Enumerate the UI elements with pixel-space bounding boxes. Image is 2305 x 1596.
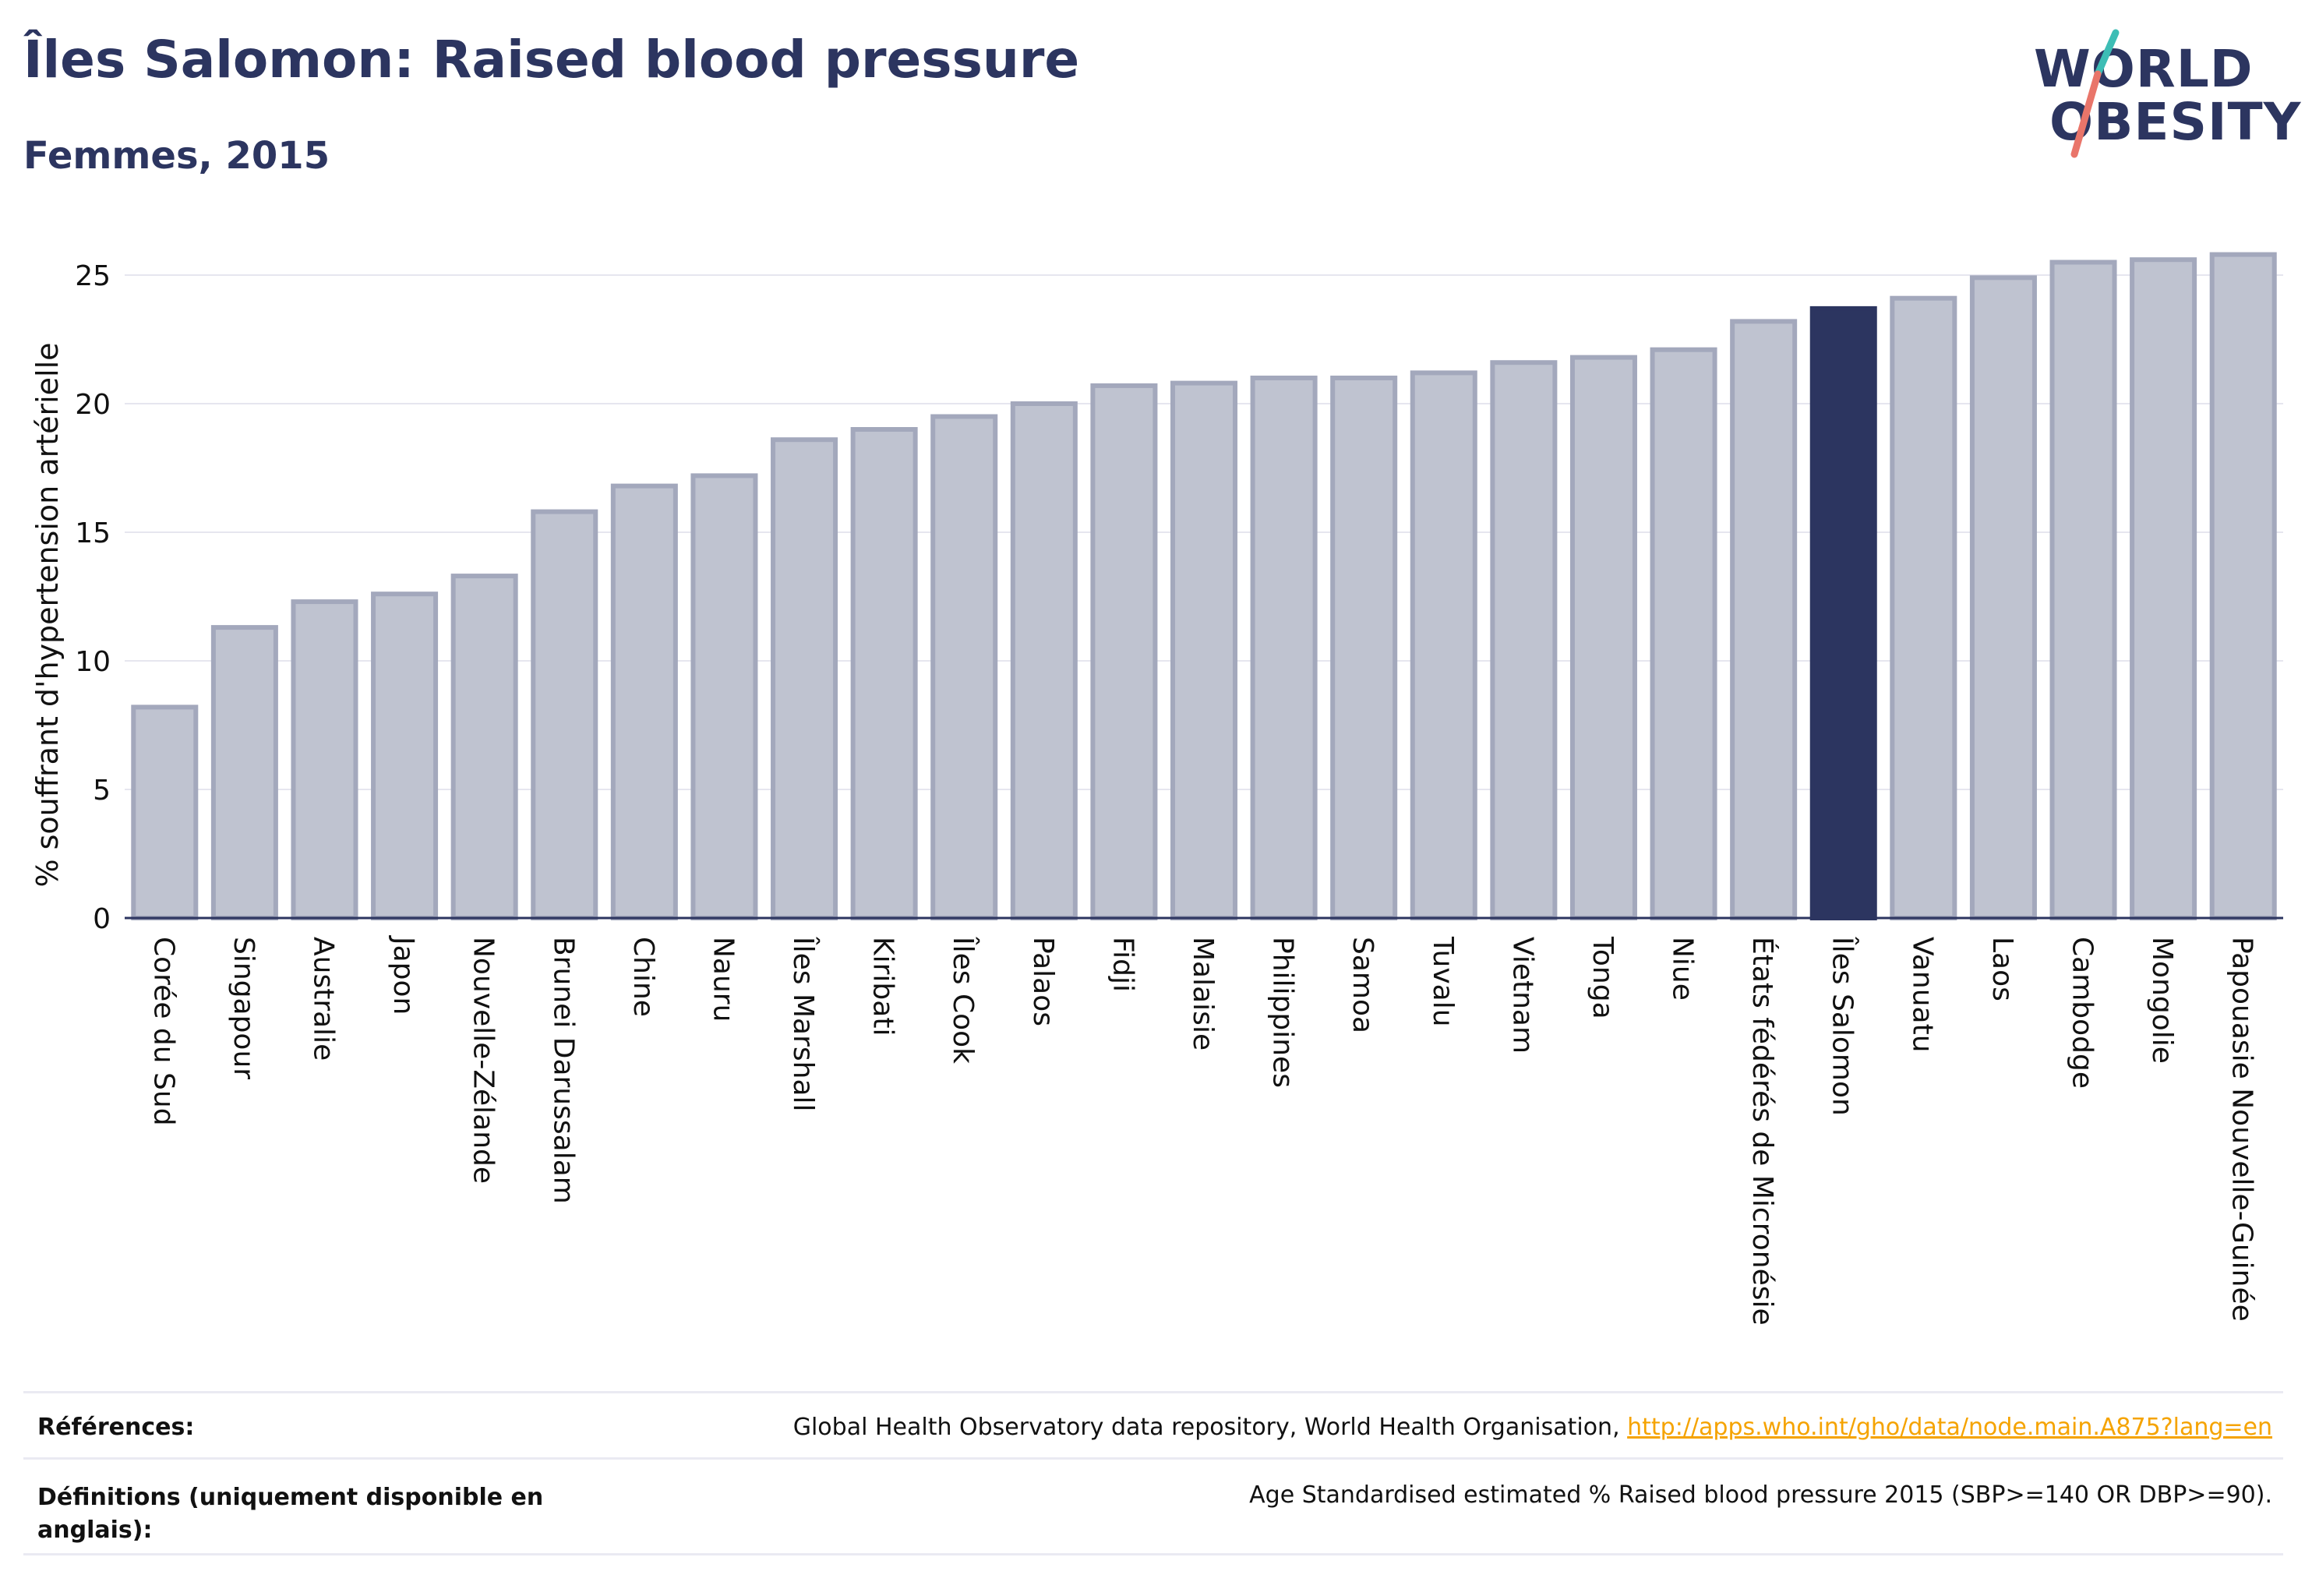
bars <box>131 252 2277 921</box>
bar <box>1730 319 1798 920</box>
x-tick-label: Malaisie <box>1187 937 1219 1050</box>
x-tick-label: Chine <box>627 937 659 1017</box>
references-label: Références: <box>37 1414 195 1441</box>
bar-highlighted <box>1809 305 1877 920</box>
y-tick-label: 25 <box>75 260 111 292</box>
definitions-row: Définitions (uniquement disponible en an… <box>23 1457 2283 1553</box>
x-tick-label: Philippines <box>1267 937 1299 1088</box>
y-tick-label: 20 <box>75 389 111 421</box>
y-tick-label: 10 <box>75 646 111 678</box>
x-tick-label: Niue <box>1667 937 1699 1001</box>
x-tick-label: Japon <box>387 935 419 1015</box>
x-tick-label: Îles Cook <box>947 936 980 1064</box>
bar <box>850 427 918 920</box>
x-tick-label: Kiribati <box>867 937 899 1036</box>
bar <box>1010 401 1078 920</box>
x-tick-label: Tuvalu <box>1427 936 1459 1027</box>
x-tick-label: Corée du Sud <box>147 937 179 1126</box>
world-obesity-logo: WORLD OBESITY <box>2034 23 2300 171</box>
definitions-value: Age Standardised estimated % Raised bloo… <box>1249 1481 2272 1509</box>
logo-slash-icon <box>2070 29 2120 158</box>
y-axis-label: % souffrant d'hypertension artérielle <box>30 342 65 887</box>
y-tick-label: 5 <box>93 775 111 807</box>
x-axis-labels: Corée du Sud Singapour Australie Japon Nouve… <box>147 935 2257 1326</box>
references-value: Global Health Observatory data repositor… <box>793 1414 2272 1441</box>
bar <box>371 591 439 920</box>
x-tick-label: Fidji <box>1107 937 1138 992</box>
references-source: Global Health Observatory data repositor… <box>792 1414 1628 1441</box>
x-tick-label: Cambodge <box>2067 937 2099 1089</box>
x-tick-label: Îles Salomon <box>1827 936 1859 1116</box>
bar <box>131 704 199 921</box>
bar <box>2049 260 2117 920</box>
chart-subtitle: Femmes, 2015 <box>23 134 330 178</box>
bar <box>1330 376 1398 920</box>
bar <box>2130 257 2197 920</box>
x-tick-label: Nauru <box>707 937 739 1022</box>
bar <box>771 437 838 920</box>
x-tick-label: Singapour <box>228 937 259 1079</box>
references-row: Références: Global Health Observatory da… <box>23 1391 2283 1457</box>
bar <box>450 574 518 920</box>
bar <box>291 599 358 920</box>
x-tick-label: Nouvelle-Zélande <box>468 937 499 1184</box>
bar <box>610 483 678 921</box>
x-tick-label: États fédérés de Micronésie <box>1746 937 1779 1326</box>
bar <box>2209 252 2277 921</box>
bar <box>1969 275 2037 921</box>
table-bottom-border <box>23 1553 2283 1555</box>
logo-line-1: WORLD <box>2034 39 2254 99</box>
bar <box>1410 370 1477 920</box>
definitions-label: Définitions (uniquement disponible en an… <box>37 1484 544 1544</box>
x-tick-label: Papouasie Nouvelle-Guinée <box>2226 937 2258 1322</box>
bar <box>1090 383 1158 920</box>
x-tick-label: Îles Marshall <box>787 936 820 1112</box>
bar <box>531 509 598 921</box>
x-tick-label: Samoa <box>1347 937 1378 1033</box>
bar <box>1890 295 1957 920</box>
references-table: Références: Global Health Observatory da… <box>23 1391 2283 1555</box>
y-axis-ticks: 0 5 10 15 20 25 <box>75 260 111 935</box>
bar <box>1170 380 1238 921</box>
x-tick-label: Vietnam <box>1506 937 1538 1054</box>
bar <box>210 625 278 920</box>
bar-chart: 0 5 10 15 20 25 Corée du Sud Singapour Australi… <box>30 252 2283 1326</box>
x-tick-label: Vanuatu <box>1906 937 1938 1053</box>
y-tick-label: 15 <box>75 517 111 549</box>
bar <box>1490 360 1558 920</box>
bar <box>930 414 998 920</box>
x-tick-label: Tonga <box>1587 936 1618 1019</box>
bar <box>1569 355 1637 921</box>
bar <box>1250 376 1318 920</box>
x-tick-label: Australie <box>307 937 339 1061</box>
chart-title: Îles Salomon: Raised blood pressure <box>23 30 1080 90</box>
x-tick-label: Palaos <box>1027 937 1059 1026</box>
bar <box>1650 347 1717 920</box>
bar <box>690 473 758 920</box>
references-link[interactable]: http://apps.who.int/gho/data/node.main.A… <box>1627 1414 2272 1441</box>
y-tick-label: 0 <box>93 903 111 935</box>
x-tick-label: Laos <box>1986 937 2018 1001</box>
x-tick-label: Mongolie <box>2146 937 2178 1064</box>
x-tick-label: Brunei Darussalam <box>547 937 579 1204</box>
